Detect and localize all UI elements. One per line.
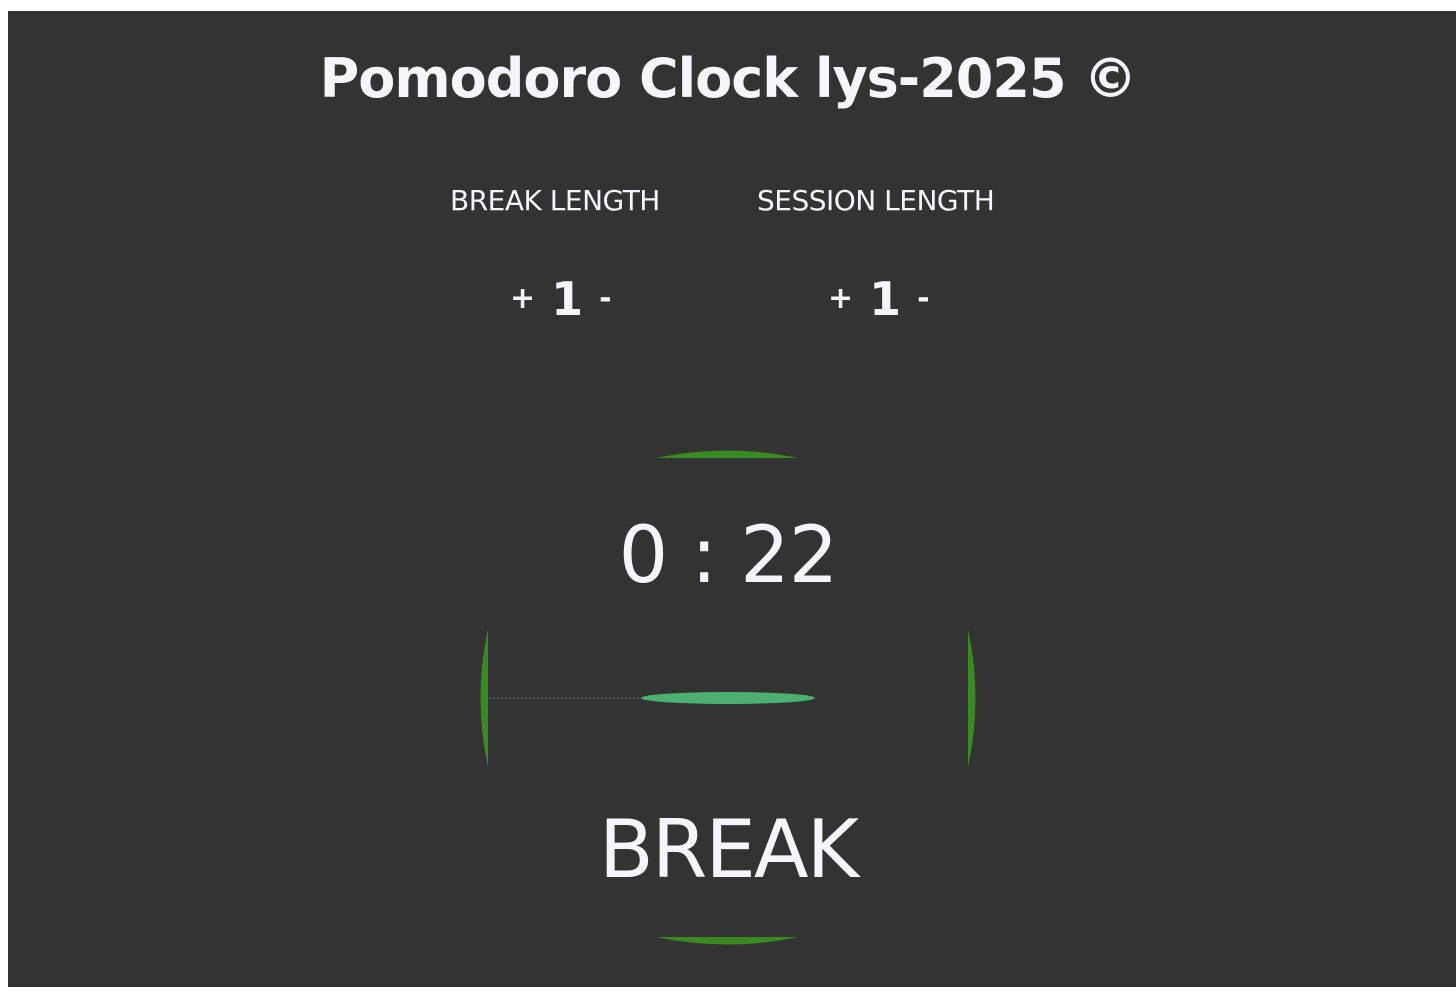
break-length-label: BREAK LENGTH — [450, 184, 660, 217]
session-increment-button[interactable]: + — [826, 279, 855, 319]
ring-arc-top — [656, 450, 798, 458]
break-length-control: + 1 - — [508, 269, 614, 329]
session-length-label: SESSION LENGTH — [757, 184, 995, 217]
break-increment-button[interactable]: + — [508, 279, 537, 319]
session-length-value: 1 — [869, 272, 902, 326]
break-decrement-button[interactable]: - — [597, 279, 613, 319]
timer-ring — [480, 450, 976, 945]
page-title: Pomodoro Clock lys-2025 © — [319, 47, 1138, 110]
ring-arc-left — [480, 629, 488, 767]
session-decrement-button[interactable]: - — [915, 279, 931, 319]
pomodoro-app: Pomodoro Clock lys-2025 © BREAK LENGTH S… — [8, 11, 1456, 987]
timer-mode-label: BREAK — [598, 803, 859, 896]
session-length-control: + 1 - — [826, 269, 932, 329]
timer-clock — [477, 447, 977, 947]
progress-bar — [641, 692, 815, 704]
ring-arc-right — [968, 629, 976, 767]
break-length-value: 1 — [551, 272, 584, 326]
timer-display: 0 : 22 — [618, 511, 839, 601]
ring-arc-bottom — [656, 937, 798, 945]
